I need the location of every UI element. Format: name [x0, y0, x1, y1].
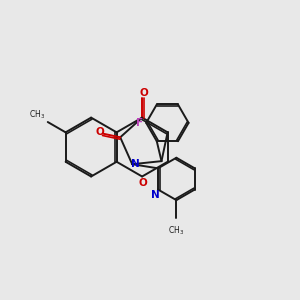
Text: O: O [95, 127, 104, 137]
Text: N: N [131, 159, 140, 169]
Text: O: O [140, 88, 148, 98]
Text: O: O [138, 178, 147, 188]
Text: N: N [151, 190, 159, 200]
Text: F: F [136, 118, 143, 128]
Text: CH$_3$: CH$_3$ [29, 108, 45, 121]
Text: CH$_3$: CH$_3$ [168, 224, 184, 237]
